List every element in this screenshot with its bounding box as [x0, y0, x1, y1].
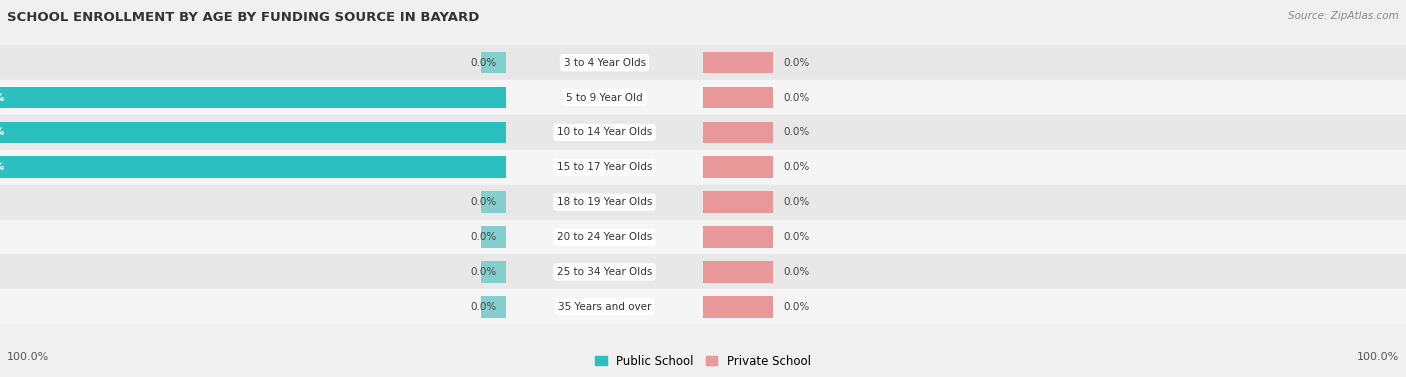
- Bar: [0, 254, 506, 290]
- Bar: [0, 87, 506, 108]
- Legend: Public School, Private School: Public School, Private School: [592, 351, 814, 371]
- Bar: [703, 45, 1406, 80]
- Bar: [506, 219, 703, 254]
- Text: 20 to 24 Year Olds: 20 to 24 Year Olds: [557, 232, 652, 242]
- Bar: [703, 192, 773, 213]
- Bar: [506, 289, 703, 324]
- Text: 0.0%: 0.0%: [785, 127, 810, 138]
- Text: 0.0%: 0.0%: [785, 162, 810, 172]
- Text: 0.0%: 0.0%: [785, 197, 810, 207]
- Text: 0.0%: 0.0%: [471, 197, 496, 207]
- Bar: [703, 156, 773, 178]
- Bar: [703, 226, 773, 248]
- Bar: [0, 150, 506, 185]
- Text: Source: ZipAtlas.com: Source: ZipAtlas.com: [1288, 11, 1399, 21]
- Text: 25 to 34 Year Olds: 25 to 34 Year Olds: [557, 267, 652, 277]
- Bar: [703, 122, 773, 143]
- Text: 0.0%: 0.0%: [785, 92, 810, 103]
- Bar: [703, 185, 1406, 219]
- Text: 5 to 9 Year Old: 5 to 9 Year Old: [567, 92, 643, 103]
- Bar: [0, 156, 506, 178]
- Bar: [703, 219, 1406, 254]
- Text: 0.0%: 0.0%: [785, 232, 810, 242]
- Bar: [703, 80, 1406, 115]
- Text: 15 to 17 Year Olds: 15 to 17 Year Olds: [557, 162, 652, 172]
- Bar: [703, 52, 773, 74]
- Bar: [703, 289, 1406, 324]
- Bar: [506, 80, 703, 115]
- Text: 100.0%: 100.0%: [7, 352, 49, 362]
- Text: 0.0%: 0.0%: [471, 267, 496, 277]
- Bar: [506, 185, 703, 219]
- Text: 10 to 14 Year Olds: 10 to 14 Year Olds: [557, 127, 652, 138]
- Text: SCHOOL ENROLLMENT BY AGE BY FUNDING SOURCE IN BAYARD: SCHOOL ENROLLMENT BY AGE BY FUNDING SOUR…: [7, 11, 479, 24]
- Text: 100.0%: 100.0%: [0, 92, 6, 103]
- Bar: [481, 192, 506, 213]
- Text: 100.0%: 100.0%: [0, 162, 6, 172]
- Bar: [703, 261, 773, 283]
- Bar: [0, 122, 506, 143]
- Text: 100.0%: 100.0%: [0, 127, 6, 138]
- Bar: [703, 87, 773, 108]
- Text: 100.0%: 100.0%: [1357, 352, 1399, 362]
- Bar: [481, 261, 506, 283]
- Bar: [703, 254, 1406, 290]
- Bar: [481, 52, 506, 74]
- Bar: [703, 296, 773, 317]
- Bar: [0, 289, 506, 324]
- Bar: [703, 150, 1406, 185]
- Bar: [506, 115, 703, 150]
- Text: 18 to 19 Year Olds: 18 to 19 Year Olds: [557, 197, 652, 207]
- Text: 0.0%: 0.0%: [471, 302, 496, 312]
- Bar: [506, 45, 703, 80]
- Bar: [506, 254, 703, 290]
- Bar: [0, 185, 506, 219]
- Bar: [481, 226, 506, 248]
- Text: 0.0%: 0.0%: [471, 58, 496, 68]
- Bar: [0, 219, 506, 254]
- Bar: [0, 115, 506, 150]
- Text: 3 to 4 Year Olds: 3 to 4 Year Olds: [564, 58, 645, 68]
- Text: 0.0%: 0.0%: [785, 267, 810, 277]
- Text: 0.0%: 0.0%: [785, 302, 810, 312]
- Text: 0.0%: 0.0%: [471, 232, 496, 242]
- Bar: [0, 80, 506, 115]
- Bar: [0, 45, 506, 80]
- Bar: [481, 296, 506, 317]
- Bar: [506, 150, 703, 185]
- Text: 0.0%: 0.0%: [785, 58, 810, 68]
- Bar: [703, 115, 1406, 150]
- Text: 35 Years and over: 35 Years and over: [558, 302, 651, 312]
